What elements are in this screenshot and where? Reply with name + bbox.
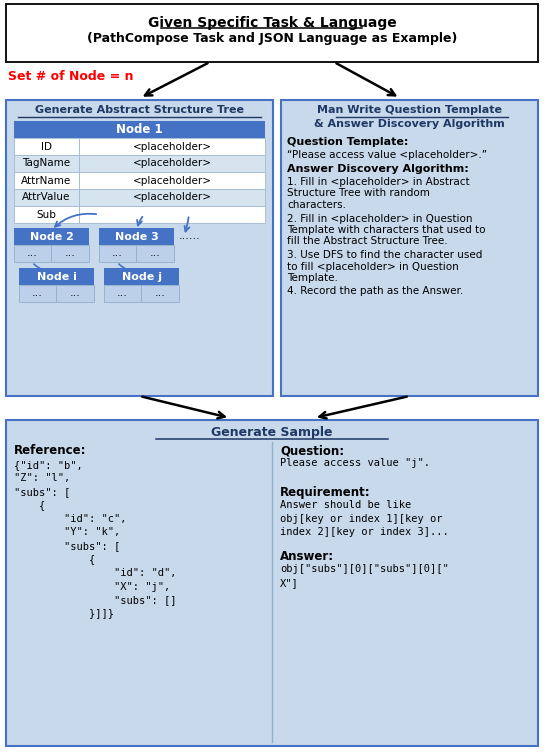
Bar xyxy=(104,268,179,285)
Bar xyxy=(19,285,56,302)
Text: <placeholder>: <placeholder> xyxy=(133,141,212,151)
Bar xyxy=(56,285,94,302)
Text: ...: ... xyxy=(112,248,122,259)
Text: AttrValue: AttrValue xyxy=(22,193,71,202)
Text: 4. Record the path as the Answer.: 4. Record the path as the Answer. xyxy=(287,287,463,296)
Text: obj["subs"][0]["subs"][0][": obj["subs"][0]["subs"][0][" xyxy=(280,565,449,575)
Text: Answer Discovery Algorithm:: Answer Discovery Algorithm: xyxy=(287,164,469,174)
Text: “Please access value <placeholder>.”: “Please access value <placeholder>.” xyxy=(287,150,487,160)
Text: {"id": "b",: {"id": "b", xyxy=(14,460,83,470)
Text: Answer should be like: Answer should be like xyxy=(280,500,411,510)
Text: 2. Fill in <placeholder> in Question: 2. Fill in <placeholder> in Question xyxy=(287,214,473,223)
Text: }]]}: }]]} xyxy=(14,608,114,618)
Text: Node i: Node i xyxy=(36,271,77,281)
Bar xyxy=(99,245,136,262)
Bar xyxy=(14,206,79,223)
Text: "subs": []: "subs": [] xyxy=(14,595,176,605)
Text: "Y": "k",: "Y": "k", xyxy=(14,527,120,538)
Text: obj[key or index 1][key or: obj[key or index 1][key or xyxy=(280,514,442,523)
Text: 3. Use DFS to find the character used: 3. Use DFS to find the character used xyxy=(287,250,483,260)
Text: Given Specific Task & Language: Given Specific Task & Language xyxy=(147,16,397,30)
Text: Question:: Question: xyxy=(280,444,344,457)
Bar xyxy=(79,189,265,206)
Text: Generate Abstract Structure Tree: Generate Abstract Structure Tree xyxy=(35,105,244,115)
Text: TagName: TagName xyxy=(22,159,71,168)
Text: "id": "d",: "id": "d", xyxy=(14,568,176,578)
Bar xyxy=(79,172,265,189)
Bar xyxy=(51,245,89,262)
Text: Answer:: Answer: xyxy=(280,550,334,563)
Text: ...: ... xyxy=(65,248,76,259)
Text: Man Write Question Template: Man Write Question Template xyxy=(317,105,502,115)
Text: Node 2: Node 2 xyxy=(29,232,73,241)
Text: Template.: Template. xyxy=(287,273,338,283)
Bar xyxy=(104,285,141,302)
Text: AttrName: AttrName xyxy=(21,175,72,186)
Text: ...: ... xyxy=(32,289,42,299)
Text: "X": "j",: "X": "j", xyxy=(14,581,170,592)
Text: Node 3: Node 3 xyxy=(115,232,158,241)
Text: Requirement:: Requirement: xyxy=(280,486,370,499)
Bar xyxy=(141,285,179,302)
Bar xyxy=(14,172,79,189)
Text: ...: ... xyxy=(70,289,81,299)
Bar xyxy=(14,138,79,155)
Bar xyxy=(14,245,51,262)
Text: Please access value "j".: Please access value "j". xyxy=(280,458,430,468)
Bar xyxy=(6,420,538,746)
Text: ID: ID xyxy=(41,141,52,151)
Text: characters.: characters. xyxy=(287,200,346,210)
Bar xyxy=(281,100,538,396)
Text: <placeholder>: <placeholder> xyxy=(133,193,212,202)
Text: <placeholder>: <placeholder> xyxy=(133,175,212,186)
Text: Sub: Sub xyxy=(36,210,57,220)
Text: Structure Tree with random: Structure Tree with random xyxy=(287,189,430,199)
Bar xyxy=(6,4,538,62)
Bar xyxy=(79,155,265,172)
Text: fill the Abstract Structure Tree.: fill the Abstract Structure Tree. xyxy=(287,236,448,247)
Text: X"]: X"] xyxy=(280,578,299,588)
Bar xyxy=(19,268,94,285)
Bar xyxy=(99,228,174,245)
Bar xyxy=(79,206,265,223)
Text: ......: ...... xyxy=(179,231,201,241)
Text: {: { xyxy=(14,501,45,511)
Text: Node j: Node j xyxy=(121,271,162,281)
Text: index 2][key or index 3]...: index 2][key or index 3]... xyxy=(280,527,449,537)
Text: & Answer Discovery Algorithm: & Answer Discovery Algorithm xyxy=(314,119,505,129)
Text: "subs": [: "subs": [ xyxy=(14,541,120,551)
Text: Template with characters that used to: Template with characters that used to xyxy=(287,225,485,235)
Bar xyxy=(14,121,265,138)
Bar xyxy=(6,100,273,396)
Text: {: { xyxy=(14,554,95,565)
Bar xyxy=(14,228,89,245)
Text: (PathCompose Task and JSON Language as Example): (PathCompose Task and JSON Language as E… xyxy=(87,32,457,45)
Text: Set # of Node = n: Set # of Node = n xyxy=(8,70,133,83)
Bar xyxy=(79,138,265,155)
Bar xyxy=(136,245,174,262)
Text: ...: ... xyxy=(154,289,165,299)
Bar xyxy=(14,155,79,172)
Text: Node 1: Node 1 xyxy=(116,123,163,136)
Text: ...: ... xyxy=(27,248,38,259)
Text: "Z": "l",: "Z": "l", xyxy=(14,474,70,484)
Text: to fill <placeholder> in Question: to fill <placeholder> in Question xyxy=(287,262,459,271)
Text: Reference:: Reference: xyxy=(14,444,86,457)
Text: 1. Fill in <placeholder> in Abstract: 1. Fill in <placeholder> in Abstract xyxy=(287,177,469,187)
Bar xyxy=(14,189,79,206)
Text: "id": "c",: "id": "c", xyxy=(14,514,127,524)
Text: ...: ... xyxy=(116,289,127,299)
Text: ...: ... xyxy=(150,248,160,259)
Text: "subs": [: "subs": [ xyxy=(14,487,70,497)
Text: Generate Sample: Generate Sample xyxy=(211,426,333,439)
Text: <placeholder>: <placeholder> xyxy=(133,159,212,168)
Text: Question Template:: Question Template: xyxy=(287,137,409,147)
